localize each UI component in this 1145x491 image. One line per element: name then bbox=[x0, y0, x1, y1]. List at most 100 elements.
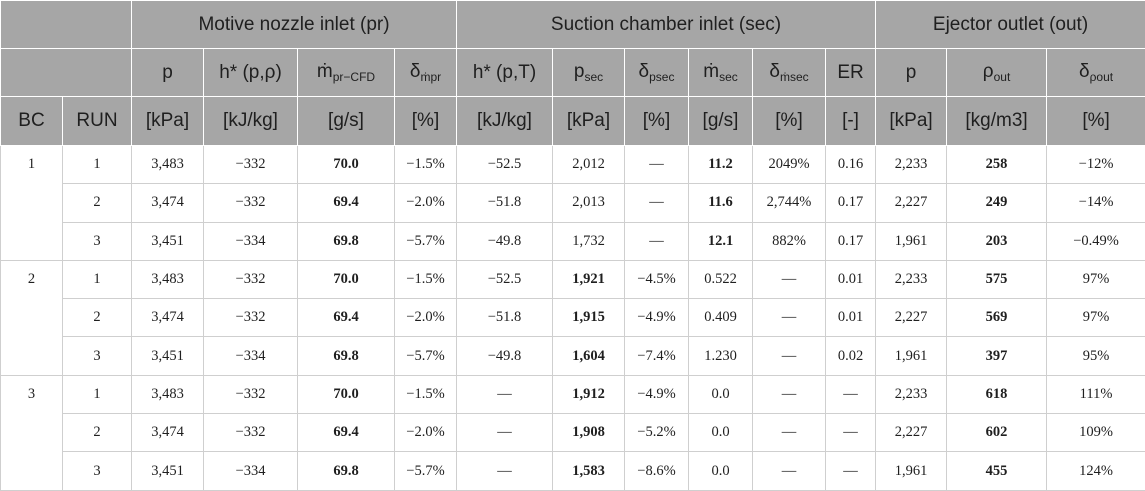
data-cell: −332 bbox=[204, 260, 298, 298]
data-cell: −4.5% bbox=[625, 260, 689, 298]
column-header: δρout bbox=[1047, 49, 1145, 97]
data-cell: 618 bbox=[947, 375, 1047, 413]
data-cell: 0.02 bbox=[826, 337, 876, 375]
subscript: psec bbox=[649, 70, 674, 84]
data-cell: 69.8 bbox=[298, 452, 395, 490]
data-cell: 2,233 bbox=[876, 375, 947, 413]
symbol: δ bbox=[1079, 61, 1090, 82]
column-header: ṁsec bbox=[689, 49, 753, 97]
run-cell: 3 bbox=[63, 222, 132, 260]
data-cell: 3,483 bbox=[132, 146, 204, 184]
data-cell: 0.01 bbox=[826, 260, 876, 298]
subscript: pr−CFD bbox=[333, 70, 375, 84]
subscript: ρout bbox=[1090, 70, 1114, 84]
unit-header: [-] bbox=[826, 97, 876, 146]
data-cell: 2,227 bbox=[876, 184, 947, 222]
data-cell: 0.17 bbox=[826, 184, 876, 222]
unit-header: [kPa] bbox=[132, 97, 204, 146]
data-cell: 882% bbox=[753, 222, 826, 260]
column-header: h* (p,T) bbox=[457, 49, 553, 97]
data-cell: 2,233 bbox=[876, 146, 947, 184]
column-header: ṁpr−CFD bbox=[298, 49, 395, 97]
data-cell: 0.0 bbox=[689, 452, 753, 490]
run-cell: 2 bbox=[63, 184, 132, 222]
run-cell: 1 bbox=[63, 375, 132, 413]
column-header: h* (p,ρ) bbox=[204, 49, 298, 97]
unit-header: [kPa] bbox=[553, 97, 625, 146]
data-cell: — bbox=[826, 414, 876, 452]
data-cell: 1,961 bbox=[876, 337, 947, 375]
data-cell: 69.8 bbox=[298, 222, 395, 260]
data-cell: 397 bbox=[947, 337, 1047, 375]
unit-header: [kJ/kg] bbox=[457, 97, 553, 146]
data-cell: — bbox=[826, 375, 876, 413]
data-cell: −4.9% bbox=[625, 375, 689, 413]
unit-header: [%] bbox=[1047, 97, 1145, 146]
data-cell: 1,583 bbox=[553, 452, 625, 490]
data-cell: 0.16 bbox=[826, 146, 876, 184]
run-cell: 2 bbox=[63, 414, 132, 452]
data-cell: 69.4 bbox=[298, 299, 395, 337]
data-cell: 0.0 bbox=[689, 375, 753, 413]
data-cell: — bbox=[457, 414, 553, 452]
symbol: δ bbox=[769, 61, 780, 82]
blank-cell bbox=[1, 49, 132, 97]
data-cell: 124% bbox=[1047, 452, 1145, 490]
data-cell: 569 bbox=[947, 299, 1047, 337]
data-cell: 1,961 bbox=[876, 452, 947, 490]
data-cell: −51.8 bbox=[457, 184, 553, 222]
data-cell: — bbox=[753, 260, 826, 298]
data-cell: 1,961 bbox=[876, 222, 947, 260]
data-cell: 203 bbox=[947, 222, 1047, 260]
column-header: RUN bbox=[63, 97, 132, 146]
data-cell: 1,921 bbox=[553, 260, 625, 298]
data-cell: — bbox=[625, 184, 689, 222]
subscript: sec bbox=[719, 70, 738, 84]
data-cell: −1.5% bbox=[395, 146, 457, 184]
data-cell: −14% bbox=[1047, 184, 1145, 222]
data-cell: 2,013 bbox=[553, 184, 625, 222]
data-cell: 69.4 bbox=[298, 184, 395, 222]
data-cell: 1,912 bbox=[553, 375, 625, 413]
column-header: δpsec bbox=[625, 49, 689, 97]
data-cell: −5.7% bbox=[395, 222, 457, 260]
data-cell: 70.0 bbox=[298, 146, 395, 184]
symbol: ρ bbox=[983, 61, 994, 82]
data-cell: 1.230 bbox=[689, 337, 753, 375]
bc-cell: 1 bbox=[1, 146, 63, 261]
data-cell: −1.5% bbox=[395, 260, 457, 298]
data-cell: 575 bbox=[947, 260, 1047, 298]
data-cell: 2,233 bbox=[876, 260, 947, 298]
symbol: δ bbox=[639, 61, 650, 82]
column-header: p bbox=[132, 49, 204, 97]
column-header: BC bbox=[1, 97, 63, 146]
column-header: psec bbox=[553, 49, 625, 97]
data-cell: −5.7% bbox=[395, 452, 457, 490]
data-cell: 69.8 bbox=[298, 337, 395, 375]
data-cell: — bbox=[625, 146, 689, 184]
data-cell: 109% bbox=[1047, 414, 1145, 452]
column-header: ER bbox=[826, 49, 876, 97]
data-cell: −334 bbox=[204, 452, 298, 490]
data-cell: −1.5% bbox=[395, 375, 457, 413]
data-cell: 2,012 bbox=[553, 146, 625, 184]
data-cell: 2,227 bbox=[876, 299, 947, 337]
data-cell: 3,474 bbox=[132, 299, 204, 337]
data-cell: −51.8 bbox=[457, 299, 553, 337]
bc-cell: 3 bbox=[1, 375, 63, 490]
data-cell: 2,744% bbox=[753, 184, 826, 222]
data-cell: 11.2 bbox=[689, 146, 753, 184]
symbol: δ bbox=[410, 61, 421, 82]
unit-header: [%] bbox=[625, 97, 689, 146]
data-cell: −0.49% bbox=[1047, 222, 1145, 260]
data-cell: −332 bbox=[204, 146, 298, 184]
data-cell: 111% bbox=[1047, 375, 1145, 413]
unit-header: [%] bbox=[395, 97, 457, 146]
data-cell: 70.0 bbox=[298, 375, 395, 413]
